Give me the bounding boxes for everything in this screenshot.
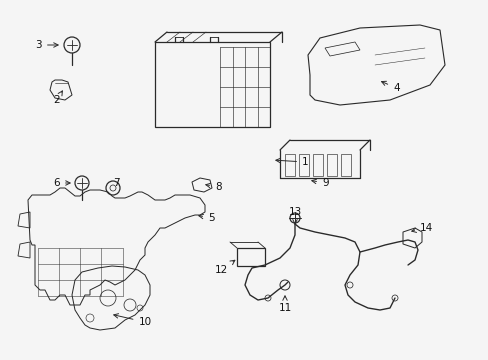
Text: 7: 7	[113, 178, 120, 188]
Bar	[312, 154, 323, 176]
Text: 2: 2	[53, 91, 62, 105]
Bar	[326, 154, 336, 176]
Text: 3: 3	[35, 40, 58, 50]
Text: 11: 11	[278, 296, 291, 313]
Text: 1: 1	[275, 157, 308, 167]
Text: 13: 13	[288, 207, 301, 224]
Bar	[155, 42, 269, 127]
Text: 5: 5	[199, 213, 214, 223]
Text: 4: 4	[381, 81, 399, 93]
Text: 6: 6	[53, 178, 70, 188]
Text: 12: 12	[214, 260, 234, 275]
Text: 10: 10	[114, 314, 151, 327]
Text: 14: 14	[411, 223, 432, 233]
Bar	[285, 154, 294, 176]
Bar	[237, 248, 264, 266]
Text: 8: 8	[205, 182, 221, 192]
Text: 9: 9	[311, 178, 328, 188]
Bar	[340, 154, 350, 176]
Bar	[298, 154, 308, 176]
